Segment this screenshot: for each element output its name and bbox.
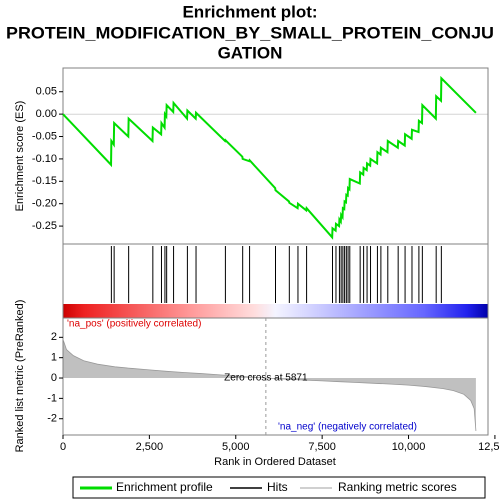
x-tick-label: 7,500 (308, 441, 336, 453)
legend-box (72, 476, 486, 499)
x-tick-label: 12,500 (478, 441, 500, 453)
metric-line (62, 339, 477, 431)
y-tick-label: -0.20 (32, 198, 57, 210)
legend-entry: Hits (267, 480, 288, 494)
legend-entry: Ranking metric scores (338, 480, 457, 494)
es-frame (62, 67, 489, 245)
pos-label: 'na_pos' (positively correlated) (67, 319, 201, 330)
x-axis-label: Rank in Ordered Dataset (214, 456, 336, 468)
metric-area-fill (63, 339, 476, 431)
y-axis-label: Enrichment score (ES) (14, 101, 26, 212)
enrichment-line (62, 75, 477, 240)
y-tick-label: 2 (51, 331, 57, 343)
y-tick-label: -0.25 (32, 220, 57, 232)
y-tick-label: 0.00 (36, 108, 57, 120)
y-tick-label: -0.05 (32, 130, 57, 142)
y-tick-label: -2 (47, 413, 57, 425)
y-tick-label: -0.10 (32, 153, 57, 165)
x-tick-label: 0 (60, 441, 66, 453)
y-axis-label: Ranked list metric (PreRanked) (14, 300, 26, 453)
title-line: GATION (218, 43, 283, 62)
title-line: Enrichment plot: (182, 2, 317, 21)
x-tick-label: 10,000 (392, 441, 426, 453)
legend-entry: Enrichment profile (116, 480, 213, 494)
color-bar (63, 304, 488, 318)
y-tick-label: 0 (51, 372, 57, 384)
y-tick-label: 1 (51, 352, 57, 364)
metric-frame (62, 317, 489, 436)
title-line: PROTEIN_MODIFICATION_BY_SMALL_PROTEIN_CO… (6, 23, 494, 42)
x-tick-label: 2,500 (136, 441, 164, 453)
x-tick-label: 5,000 (222, 441, 250, 453)
y-tick-label: -1 (47, 392, 57, 404)
y-tick-label: 0.05 (36, 86, 57, 98)
zero-cross-label: Zero cross at 5871 (224, 373, 308, 384)
neg-label: 'na_neg' (negatively correlated) (278, 422, 417, 433)
y-tick-label: -0.15 (32, 175, 57, 187)
